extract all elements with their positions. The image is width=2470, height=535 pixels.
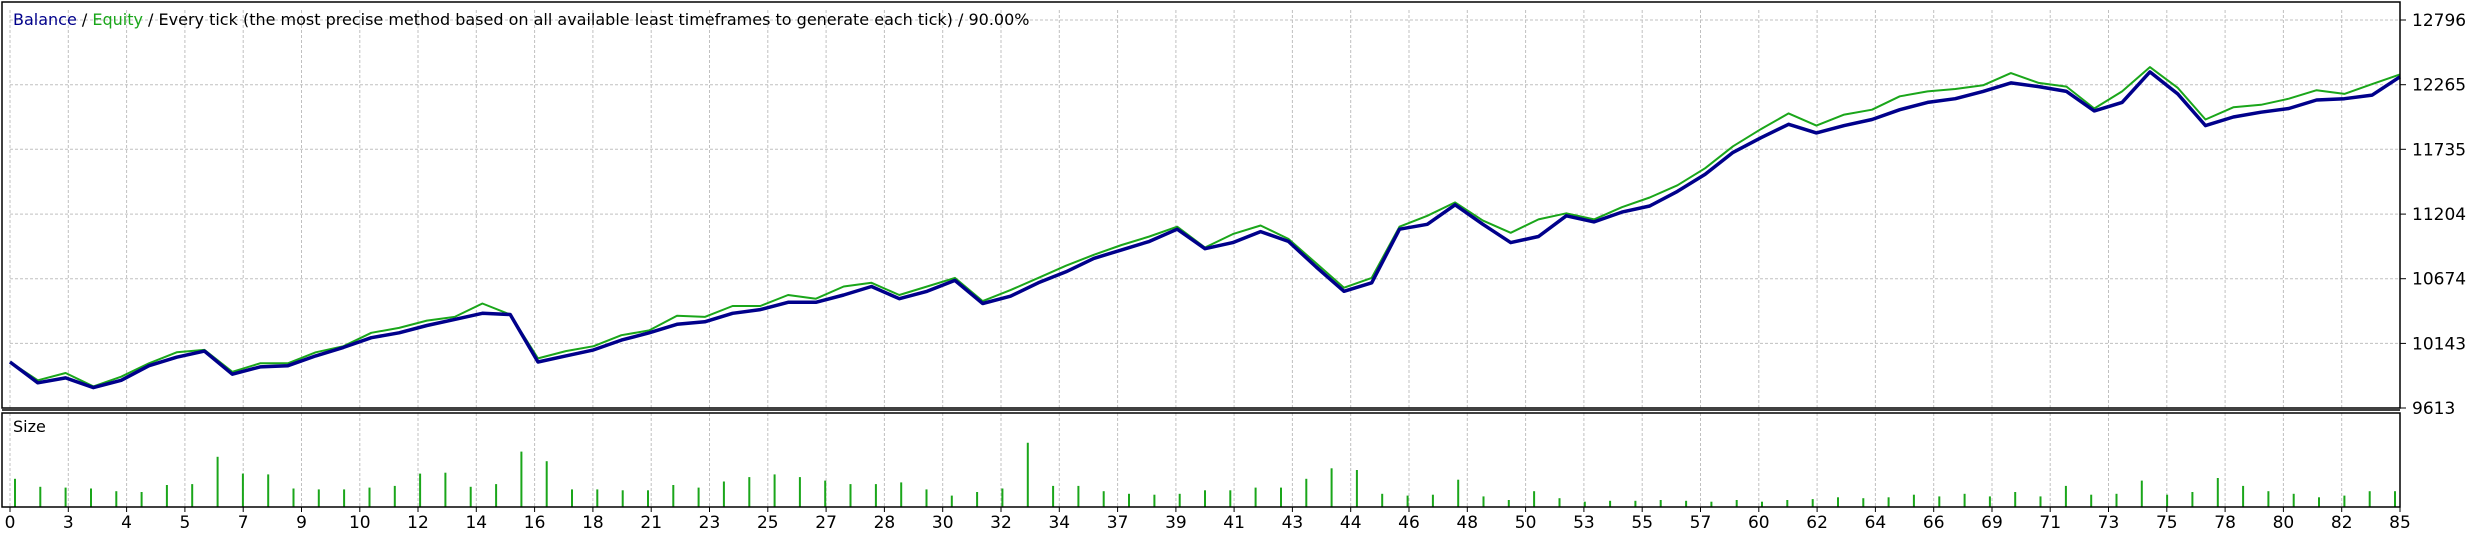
y-tick-label: 10143	[2412, 334, 2466, 354]
legend-equity: Equity	[92, 10, 143, 29]
x-tick-label: 39	[1165, 513, 1187, 533]
x-tick-label: 66	[1923, 513, 1945, 533]
series-lines	[8, 66, 2401, 390]
x-tick-label: 57	[1690, 513, 1712, 533]
x-tick-label: 71	[2039, 513, 2061, 533]
x-tick-label: 41	[1223, 513, 1245, 533]
x-tick-label: 27	[815, 513, 837, 533]
x-tick-label: 34	[1048, 513, 1070, 533]
series-line-balance	[8, 70, 2401, 390]
x-tick-label: 9	[296, 513, 307, 533]
x-tick-label: 30	[932, 513, 954, 533]
size-bars	[14, 442, 2396, 507]
x-tick-label: 16	[524, 513, 546, 533]
x-tick-label: 32	[990, 513, 1012, 533]
x-tick-label: 82	[2331, 513, 2353, 533]
x-tick-label: 3	[63, 513, 74, 533]
x-tick-label: 7	[238, 513, 249, 533]
x-tick-label: 60	[1748, 513, 1770, 533]
chart-legend: Balance / Equity / Every tick (the most …	[13, 10, 1030, 29]
x-tick-label: 80	[2273, 513, 2295, 533]
x-tick-label: 12	[407, 513, 429, 533]
chart-frames	[1, 1, 2401, 508]
x-tick-label: 4	[121, 513, 132, 533]
x-tick-label: 28	[874, 513, 896, 533]
x-tick-label: 37	[1107, 513, 1129, 533]
x-tick-label: 78	[2214, 513, 2236, 533]
x-tick-label: 23	[699, 513, 721, 533]
x-tick-label: 10	[349, 513, 371, 533]
x-tick-label: 44	[1340, 513, 1362, 533]
x-tick-label: 14	[465, 513, 487, 533]
y-tick-label: 11204	[2412, 205, 2466, 225]
x-tick-label: 73	[2098, 513, 2120, 533]
y-tick-label: 9613	[2412, 399, 2455, 419]
x-tick-label: 43	[1282, 513, 1304, 533]
legend-description: / Every tick (the most precise method ba…	[142, 10, 1030, 29]
size-plot-frame	[1, 412, 2401, 508]
x-tick-label: 48	[1456, 513, 1478, 533]
x-tick-label: 85	[2389, 513, 2411, 533]
x-axis: 0 3 4 5 7 9 10 12 14 16 18 21 23 25 27 28 30 32 34 37 39 41 43…	[5, 507, 2411, 533]
main-plot-frame	[1, 1, 2401, 409]
x-tick-label: 62	[1806, 513, 1828, 533]
x-tick-label: 5	[179, 513, 190, 533]
legend-balance: Balance	[13, 10, 77, 29]
x-tick-label: 75	[2156, 513, 2178, 533]
x-tick-label: 18	[582, 513, 604, 533]
x-tick-label: 46	[1398, 513, 1420, 533]
x-tick-label: 64	[1865, 513, 1887, 533]
x-tick-label: 25	[757, 513, 779, 533]
y-axis: 9613 10143 10674 11204 11735 12265 12796	[2400, 11, 2466, 419]
x-tick-label: 69	[1981, 513, 2003, 533]
y-tick-label: 12265	[2412, 76, 2466, 96]
legend-separator: /	[76, 10, 93, 29]
x-tick-label: 53	[1573, 513, 1595, 533]
y-tick-label: 10674	[2412, 270, 2466, 290]
main-grid	[9, 10, 2401, 409]
x-tick-label: 0	[5, 513, 16, 533]
x-tick-label: 21	[640, 513, 662, 533]
x-tick-label: 50	[1515, 513, 1537, 533]
y-tick-label: 11735	[2412, 140, 2466, 160]
x-tick-label: 55	[1631, 513, 1653, 533]
size-panel-label: Size	[13, 417, 46, 436]
y-tick-label: 12796	[2412, 11, 2466, 31]
